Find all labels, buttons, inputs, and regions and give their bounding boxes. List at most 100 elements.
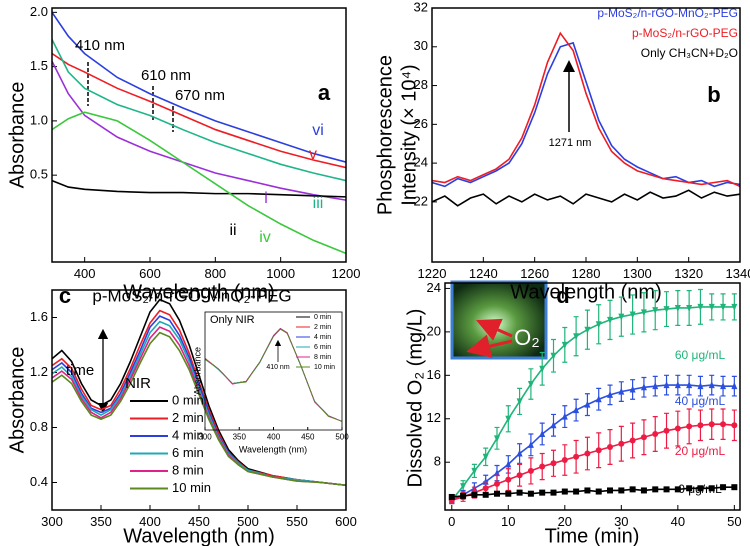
marker: [720, 303, 727, 311]
series-line: [451, 384, 735, 501]
marker: [595, 488, 602, 495]
panel: 300 350 400 450 500 550 600 0.4 0.8 1.2 1.6 0 min 2 …: [6, 283, 357, 546]
x-tick-label: 550: [286, 514, 308, 529]
marker: [618, 387, 625, 395]
y-tick-label: 24: [414, 155, 428, 170]
x-tick-label: 600: [139, 266, 161, 281]
x-axis-label: Wavelength (nm): [239, 444, 307, 454]
series-group: [52, 298, 346, 487]
series-label: i: [264, 190, 268, 207]
marker: [607, 316, 614, 324]
y-tick-label: 0.4: [30, 474, 48, 489]
plot-frame: [431, 7, 741, 263]
series-label: 20 μg/mL: [675, 444, 726, 458]
marker: [539, 489, 546, 496]
marker: [629, 311, 636, 319]
x-tick-label: 600: [335, 514, 357, 529]
marker: [595, 447, 602, 454]
y-tick-label: 8: [434, 454, 441, 469]
annotation: O₂: [514, 325, 540, 350]
x-tick-label: 800: [204, 266, 226, 281]
y-tick-label: 28: [414, 77, 428, 92]
marker: [663, 381, 670, 389]
x-tick-label: 40: [671, 514, 685, 529]
marker: [527, 440, 534, 448]
legend-label: 6 min: [172, 445, 204, 460]
legend-label: p-MoS₂/n-rGO-MnO₂-PEG: [597, 6, 738, 20]
marker: [720, 382, 727, 390]
series-line: [205, 327, 342, 422]
marker: [584, 400, 591, 408]
y-tick-label: 24: [427, 280, 441, 295]
y-tick-label: 1.5: [30, 58, 48, 73]
marker: [460, 492, 467, 499]
plot-frame: [444, 282, 741, 511]
marker: [686, 381, 693, 389]
y-tick-label: 0.8: [30, 419, 48, 434]
marker: [493, 469, 500, 477]
panel-title: p-MoS₂/n-rGO-MnO₂-PEG: [92, 286, 291, 305]
series-line: [52, 331, 346, 487]
series-line: [52, 52, 346, 169]
x-tick-label: 400: [267, 433, 281, 442]
panel-label: c: [59, 283, 71, 308]
marker: [720, 484, 727, 491]
legend-label: 4 min: [172, 427, 204, 442]
series-label: 0 μg/mL: [678, 482, 722, 496]
x-tick-label: 1260: [520, 266, 549, 281]
legend-label: 0 min: [314, 314, 331, 321]
marker: [731, 382, 738, 390]
marker: [652, 486, 659, 493]
plot-frame: [204, 311, 343, 431]
annotation: 610 nm: [141, 67, 191, 84]
marker: [471, 467, 478, 475]
y-axis-label: Intensity (× 10⁴): [398, 64, 420, 205]
marker: [595, 321, 602, 329]
marker: [640, 434, 647, 441]
marker: [618, 440, 625, 447]
series-label: 60 μg/mL: [675, 348, 726, 362]
marker: [663, 486, 670, 493]
marker: [674, 425, 681, 432]
plot-frame: [51, 7, 347, 263]
annotation: 670 nm: [175, 87, 225, 104]
x-tick-label: 1300: [623, 266, 652, 281]
x-tick-label: 1280: [572, 266, 601, 281]
marker: [674, 486, 681, 493]
series-group: [432, 31, 740, 207]
marker: [471, 491, 478, 498]
marker: [708, 381, 715, 389]
x-tick-label: 20: [558, 514, 572, 529]
marker: [674, 381, 681, 389]
marker: [607, 444, 614, 451]
marker: [561, 412, 568, 420]
series-label: iii: [313, 195, 324, 212]
marker: [539, 365, 546, 373]
y-axis-label: Absorbance: [6, 82, 28, 189]
legend-label: 6 min: [314, 344, 331, 351]
y-tick-label: 26: [414, 116, 428, 131]
marker: [561, 341, 568, 349]
marker: [550, 460, 557, 467]
marker: [460, 483, 467, 491]
marker: [505, 476, 512, 483]
legend-label: 10 min: [314, 364, 335, 371]
marker: [663, 427, 670, 434]
marker: [573, 333, 580, 341]
plot-frame: [51, 289, 347, 511]
marker: [607, 390, 614, 398]
x-tick-label: 1320: [674, 266, 703, 281]
series-line: [52, 39, 346, 182]
panel-title: Only NIR: [210, 314, 255, 326]
x-tick-label: 350: [233, 433, 247, 442]
y-axis-label: Dissolved O₂ (mg/L): [404, 309, 426, 488]
series-line: [52, 11, 346, 163]
annotation: 1271 nm: [549, 137, 592, 149]
marker: [539, 463, 546, 470]
x-tick-label: 1220: [418, 266, 447, 281]
annotation: 410 nm: [266, 364, 290, 371]
series-line: [451, 306, 735, 501]
x-axis-label: Wavelength (nm): [123, 525, 275, 546]
marker: [561, 457, 568, 464]
